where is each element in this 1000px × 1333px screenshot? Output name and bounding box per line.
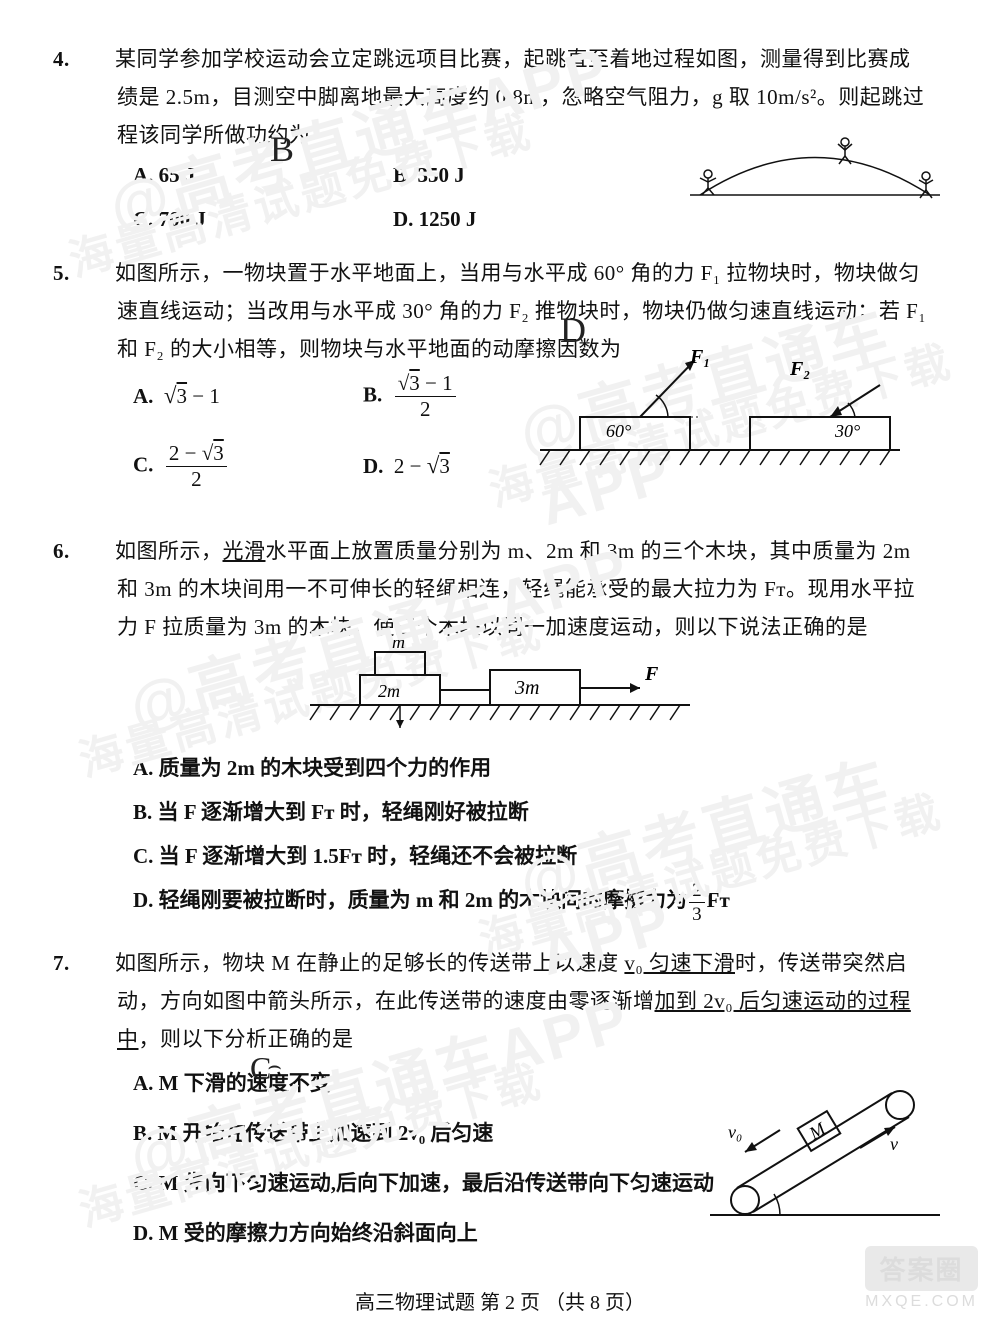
q4-opt-b: B. 350 J: [393, 158, 653, 192]
page-footer: 高三物理试题 第 2 页 （共 8 页）: [0, 1286, 1000, 1315]
q4-diagram: [690, 130, 940, 210]
svg-text:3m: 3m: [514, 677, 539, 699]
svg-text:m: m: [392, 640, 405, 652]
q4-annotation: B: [270, 128, 294, 170]
q5-fig-f2: F₂: [789, 358, 810, 380]
q7-text: 7.如图所示，物块 M 在静止的足够长的传送带上以速度 v₀ 匀速下滑时，传送带…: [85, 944, 930, 1058]
q4-opt-d: D. 1250 J: [393, 202, 653, 236]
q6-text: 6.如图所示，光滑水平面上放置质量分别为 m、2m 和 3m 的三个木块，其中质…: [85, 532, 930, 646]
q5-diagram: 60° F₁ 30° F₂: [530, 345, 910, 475]
q4-options-row1: A. 65 J B. 350 J: [85, 158, 653, 192]
question-6: 6.如图所示，光滑水平面上放置质量分别为 m、2m 和 3m 的三个木块，其中质…: [85, 532, 930, 924]
q6-opt-c: C. 当 F 逐渐增大到 1.5Fᴛ 时，轻绳还不会被拉断: [133, 834, 930, 878]
svg-text:v₀: v₀: [728, 1122, 742, 1142]
q5-opt-c: C. 2 − √32: [133, 443, 363, 490]
svg-text:2m: 2m: [378, 681, 400, 701]
q6-number: 6.: [85, 532, 115, 570]
q7-diagram: M v₀ v: [690, 1060, 950, 1230]
q6-opt-d: D. 轻绳刚要被拉断时，质量为 m 和 2m 的木块间的摩擦力为23Fᴛ: [133, 878, 930, 924]
q7-number: 7.: [85, 944, 115, 982]
q4-options-row2: C. 700 J D. 1250 J: [85, 202, 653, 236]
q5-opt-d: D. 2 − √3: [363, 453, 450, 479]
svg-text:v: v: [890, 1134, 898, 1154]
site-logo: 答案圈 MXQE.COM: [865, 1246, 978, 1311]
q5-fig-f1: F₁: [689, 346, 710, 368]
q5-fig-a2: 30°: [834, 421, 860, 441]
svg-text:F: F: [644, 663, 659, 685]
q5-fig-a1: 60°: [606, 421, 631, 441]
logo-url: MXQE.COM: [865, 1293, 978, 1311]
q4-number: 4.: [85, 40, 115, 78]
question-4: 4.某同学参加学校运动会立定跳远项目比赛，起跳直至着地过程如图，测量得到比赛成绩…: [85, 40, 930, 236]
q4-opt-a: A. 65 J: [133, 158, 393, 192]
q5-opt-b: B. √3 − 12: [363, 373, 458, 420]
q6-opt-b: B. 当 F 逐渐增大到 Fᴛ 时，轻绳刚好被拉断: [133, 790, 930, 834]
question-7: 7.如图所示，物块 M 在静止的足够长的传送带上以速度 v₀ 匀速下滑时，传送带…: [85, 944, 930, 1258]
q7-annotation: C⌢: [250, 1050, 286, 1087]
q6-opt-a: A. 质量为 2m 的木块受到四个力的作用: [133, 746, 930, 790]
q5-number: 5.: [85, 254, 115, 292]
q6-options: A. 质量为 2m 的木块受到四个力的作用 B. 当 F 逐渐增大到 Fᴛ 时，…: [85, 746, 930, 924]
q5-opt-a: A. √3 − 1: [133, 383, 363, 409]
q4-opt-c: C. 700 J: [133, 202, 393, 236]
page-container: @高考直通车APP 海量高清试题免费下载 @高考直通车APP 海量高清试题免费下…: [0, 0, 1000, 1333]
question-5: 5.如图所示，一物块置于水平地面上，当用与水平成 60° 角的力 F₁ 拉物块时…: [85, 254, 930, 494]
q6-diagram: m 2m 3m F: [300, 640, 700, 730]
logo-title: 答案圈: [865, 1246, 978, 1291]
